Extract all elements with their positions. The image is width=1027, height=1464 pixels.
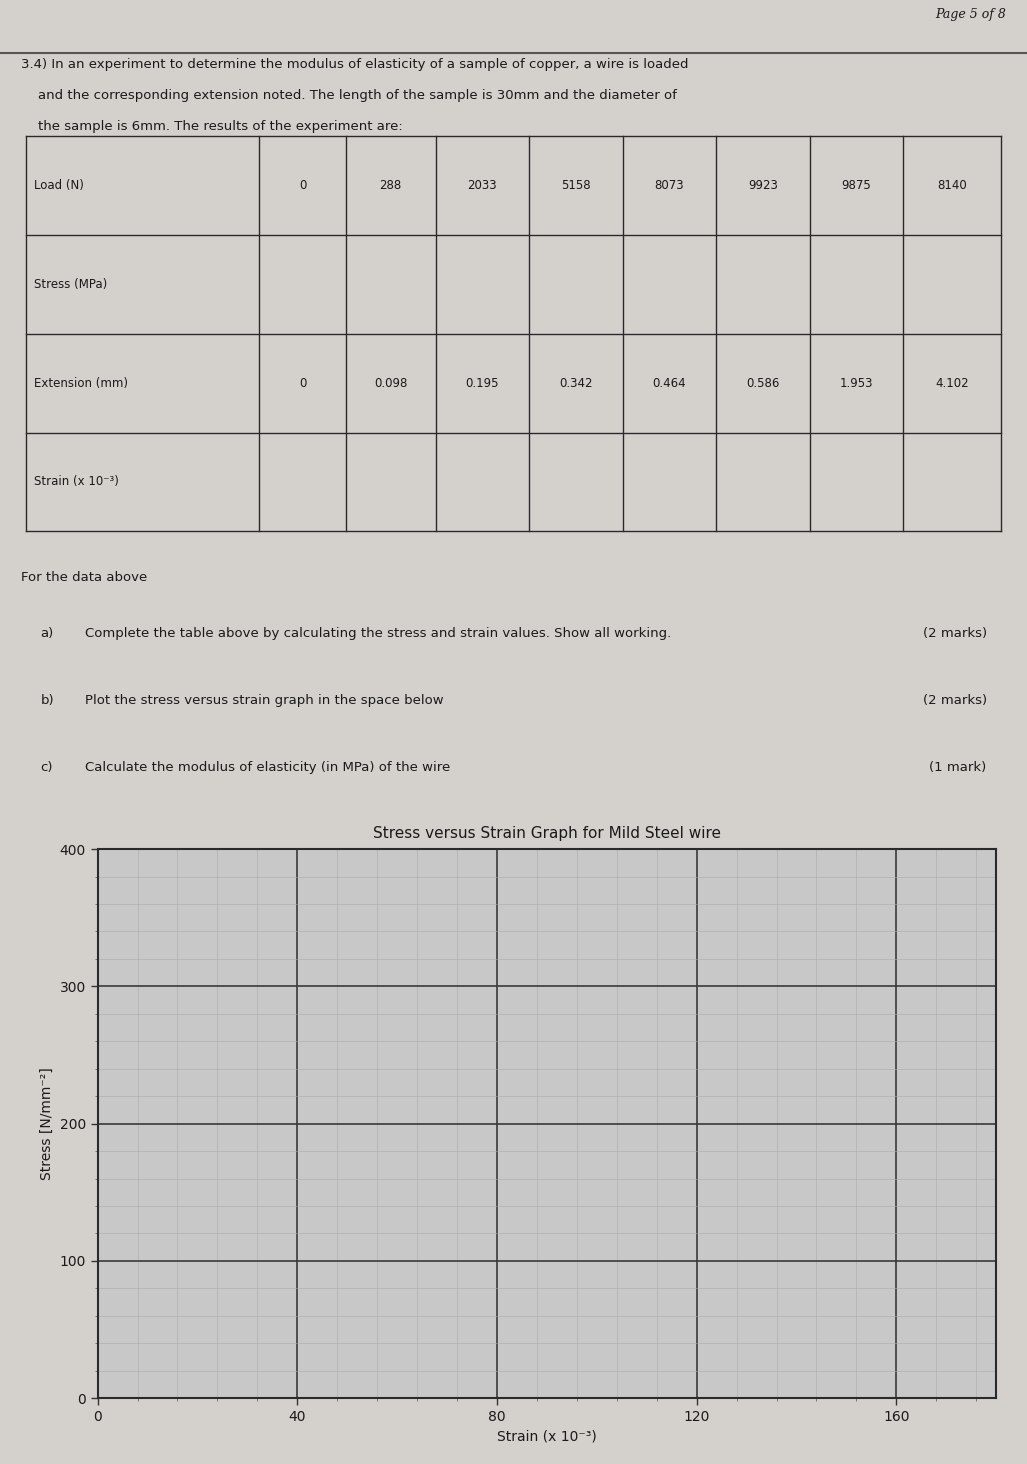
Text: 4.102: 4.102 xyxy=(936,376,969,389)
Text: Page 5 of 8: Page 5 of 8 xyxy=(936,9,1006,22)
Text: 0.098: 0.098 xyxy=(374,376,408,389)
Y-axis label: Stress [N/mm⁻²]: Stress [N/mm⁻²] xyxy=(40,1067,53,1180)
Text: 0.586: 0.586 xyxy=(747,376,779,389)
Text: Plot the stress versus strain graph in the space below: Plot the stress versus strain graph in t… xyxy=(84,694,444,707)
Text: 9875: 9875 xyxy=(841,179,871,192)
Text: 0.342: 0.342 xyxy=(559,376,593,389)
Text: (2 marks): (2 marks) xyxy=(922,694,987,707)
Text: 3.4) In an experiment to determine the modulus of elasticity of a sample of copp: 3.4) In an experiment to determine the m… xyxy=(21,59,688,72)
Title: Stress versus Strain Graph for Mild Steel wire: Stress versus Strain Graph for Mild Stee… xyxy=(373,826,721,840)
Text: 8140: 8140 xyxy=(938,179,967,192)
Text: the sample is 6mm. The results of the experiment are:: the sample is 6mm. The results of the ex… xyxy=(21,120,403,133)
Text: Extension (mm): Extension (mm) xyxy=(34,376,128,389)
Text: Calculate the modulus of elasticity (in MPa) of the wire: Calculate the modulus of elasticity (in … xyxy=(84,761,450,773)
Text: 9923: 9923 xyxy=(748,179,777,192)
Text: (2 marks): (2 marks) xyxy=(922,628,987,640)
Text: (1 mark): (1 mark) xyxy=(929,761,987,773)
Text: b): b) xyxy=(40,694,53,707)
Text: 5158: 5158 xyxy=(561,179,591,192)
Text: 0.195: 0.195 xyxy=(465,376,499,389)
Text: 0: 0 xyxy=(299,179,306,192)
Text: a): a) xyxy=(40,628,53,640)
Text: Complete the table above by calculating the stress and strain values. Show all w: Complete the table above by calculating … xyxy=(84,628,671,640)
Text: For the data above: For the data above xyxy=(21,571,147,584)
Text: 0: 0 xyxy=(299,376,306,389)
Text: 2033: 2033 xyxy=(467,179,497,192)
Text: Stress (MPa): Stress (MPa) xyxy=(34,278,107,291)
Text: 288: 288 xyxy=(380,179,402,192)
Text: 0.464: 0.464 xyxy=(652,376,686,389)
Text: 1.953: 1.953 xyxy=(839,376,873,389)
Text: and the corresponding extension noted. The length of the sample is 30mm and the : and the corresponding extension noted. T… xyxy=(21,89,677,102)
Text: 8073: 8073 xyxy=(654,179,684,192)
X-axis label: Strain (x 10⁻³): Strain (x 10⁻³) xyxy=(497,1429,597,1444)
Text: c): c) xyxy=(40,761,52,773)
Text: Strain (x 10⁻³): Strain (x 10⁻³) xyxy=(34,476,119,489)
Text: Load (N): Load (N) xyxy=(34,179,84,192)
